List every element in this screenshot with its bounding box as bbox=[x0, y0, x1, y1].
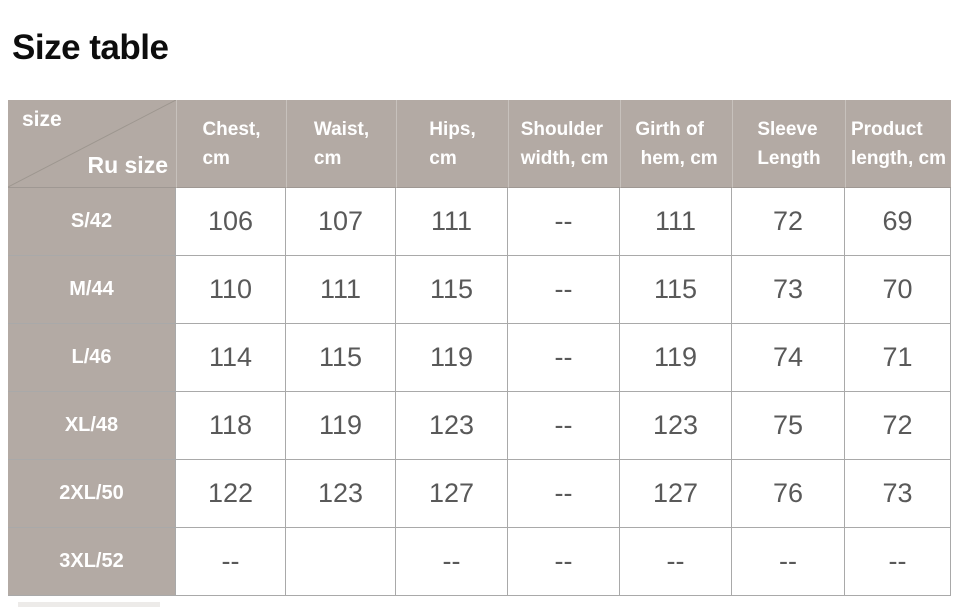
size-table: size Ru size Chest, cm Waist, cm Hips, c… bbox=[8, 100, 951, 596]
table-cell: 69 bbox=[845, 188, 951, 256]
table-cell: 115 bbox=[396, 256, 508, 324]
table-cell: -- bbox=[508, 528, 620, 596]
column-header-label: Waist, cm bbox=[313, 118, 370, 169]
table-cell: -- bbox=[396, 528, 508, 596]
table-row: L/46 114 115 119 -- 119 74 71 bbox=[8, 324, 951, 392]
table-cell: 75 bbox=[732, 392, 845, 460]
table-row: XL/48 118 119 123 -- 123 75 72 bbox=[8, 392, 951, 460]
table-cell: 123 bbox=[396, 392, 508, 460]
diagonal-line bbox=[8, 100, 176, 187]
row-label: 3XL/52 bbox=[8, 528, 176, 596]
table-shadow-artifact bbox=[18, 602, 160, 607]
table-cell: -- bbox=[508, 460, 620, 528]
column-header-hips: Hips, cm bbox=[396, 100, 508, 188]
row-label: S/42 bbox=[8, 188, 176, 256]
corner-header-cell: size Ru size bbox=[8, 100, 176, 188]
table-cell: 110 bbox=[176, 256, 286, 324]
table-cell: 119 bbox=[286, 392, 396, 460]
table-cell: 123 bbox=[620, 392, 732, 460]
row-label: L/46 bbox=[8, 324, 176, 392]
table-cell: 73 bbox=[732, 256, 845, 324]
table-cell: 111 bbox=[286, 256, 396, 324]
page-title: Size table bbox=[12, 28, 169, 67]
corner-size-label: size bbox=[22, 108, 62, 131]
table-cell: 122 bbox=[176, 460, 286, 528]
table-cell: -- bbox=[508, 256, 620, 324]
column-header-shoulder-width: Shoulder width, cm bbox=[508, 100, 620, 188]
table-cell: 118 bbox=[176, 392, 286, 460]
table-row: M/44 110 111 115 -- 115 73 70 bbox=[8, 256, 951, 324]
column-header-product-length: Product length, cm bbox=[845, 100, 951, 188]
table-cell: 115 bbox=[286, 324, 396, 392]
table-row: S/42 106 107 111 -- 111 72 69 bbox=[8, 188, 951, 256]
table-cell: 70 bbox=[845, 256, 951, 324]
column-header-label: Product length, cm bbox=[850, 118, 946, 169]
table-cell bbox=[286, 528, 396, 596]
table-cell: 72 bbox=[845, 392, 951, 460]
corner-ru-size-label: Ru size bbox=[87, 152, 168, 179]
table-cell: -- bbox=[176, 528, 286, 596]
table-cell: -- bbox=[508, 324, 620, 392]
column-header-waist: Waist, cm bbox=[286, 100, 396, 188]
table-cell: 72 bbox=[732, 188, 845, 256]
table-cell: -- bbox=[620, 528, 732, 596]
row-label: M/44 bbox=[8, 256, 176, 324]
column-header-girth-of-hem: Girth of hem, cm bbox=[620, 100, 732, 188]
table-cell: 111 bbox=[396, 188, 508, 256]
row-label: XL/48 bbox=[8, 392, 176, 460]
table-cell: 76 bbox=[732, 460, 845, 528]
table-row: 2XL/50 122 123 127 -- 127 76 73 bbox=[8, 460, 951, 528]
column-header-label: Chest, cm bbox=[202, 118, 261, 169]
column-header-label: Sleeve Length bbox=[757, 118, 821, 169]
table-cell: -- bbox=[845, 528, 951, 596]
table-cell: 111 bbox=[620, 188, 732, 256]
table-cell: -- bbox=[508, 392, 620, 460]
table-cell: -- bbox=[732, 528, 845, 596]
table-cell: 119 bbox=[396, 324, 508, 392]
table-cell: 73 bbox=[845, 460, 951, 528]
table-cell: 115 bbox=[620, 256, 732, 324]
row-label: 2XL/50 bbox=[8, 460, 176, 528]
table-row: 3XL/52 -- -- -- -- -- -- bbox=[8, 528, 951, 596]
header-row: size Ru size Chest, cm Waist, cm Hips, c… bbox=[8, 100, 951, 188]
table-cell: 74 bbox=[732, 324, 845, 392]
table-cell: 119 bbox=[620, 324, 732, 392]
table-cell: 114 bbox=[176, 324, 286, 392]
table-cell: 71 bbox=[845, 324, 951, 392]
column-header-label: Girth of hem, cm bbox=[635, 118, 718, 169]
table-cell: 107 bbox=[286, 188, 396, 256]
column-header-label: Shoulder width, cm bbox=[520, 118, 609, 169]
table-cell: 127 bbox=[620, 460, 732, 528]
table-cell: 127 bbox=[396, 460, 508, 528]
table-cell: -- bbox=[508, 188, 620, 256]
column-header-label: Hips, cm bbox=[429, 118, 476, 169]
table-cell: 106 bbox=[176, 188, 286, 256]
column-header-chest: Chest, cm bbox=[176, 100, 286, 188]
table-cell: 123 bbox=[286, 460, 396, 528]
column-header-sleeve-length: Sleeve Length bbox=[732, 100, 845, 188]
